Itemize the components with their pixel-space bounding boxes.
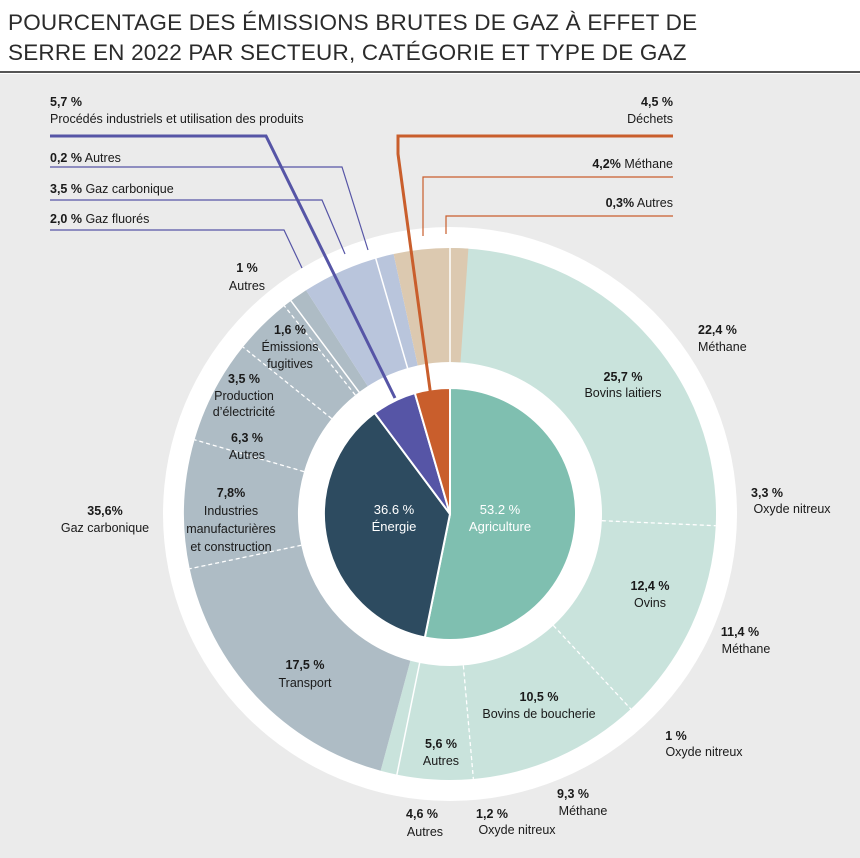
cat-name-transport: Transport — [278, 676, 332, 690]
category-separator — [194, 439, 305, 473]
sector-value-dechets: 4,5 % — [641, 95, 673, 109]
category-separator — [242, 346, 333, 420]
category-separator — [283, 305, 356, 396]
gas-value-oxyde-2: 1 % — [665, 729, 687, 743]
category-slice-bovins-laitiers — [450, 248, 716, 526]
cat-value-energie-autres: 6,3 % — [231, 431, 263, 445]
gas-name-methane-2: Méthane — [722, 642, 771, 656]
sector-separator — [289, 298, 363, 396]
category-slice-bovins-de-boucherie — [463, 625, 631, 779]
category-slice-transport — [189, 545, 411, 771]
sector-name-dechets: Déchets — [627, 112, 673, 126]
cat-name-bovins-boucherie: Bovins de boucherie — [482, 707, 595, 721]
leader-line-procedes-fluores — [50, 229, 303, 269]
cat-value-industries: 7,8% — [217, 486, 246, 500]
gas-value-oxyde-3: 1,2 % — [476, 807, 508, 821]
gas-value-methane-2: 11,4 % — [721, 625, 759, 639]
cat-name-fugitives-2: fugitives — [267, 357, 313, 371]
category-separator — [552, 625, 632, 710]
category-separator — [189, 544, 302, 570]
leader-line-dechets — [396, 134, 673, 398]
sector-value-energie: 36.6 % — [374, 502, 415, 517]
gas-name-methane-1: Méthane — [698, 340, 747, 354]
cat-value-transport: 17,5 % — [286, 658, 325, 672]
gas-name-agri-autres: Autres — [407, 825, 443, 839]
gas-name-oxyde-1: Oxyde nitreux — [753, 502, 831, 516]
gas-procedes-autres: 0,2 % Autres — [50, 151, 121, 165]
cat-name-electricite-1: Production — [214, 389, 274, 403]
category-separator — [601, 520, 716, 527]
inner-ring-sectors — [323, 386, 577, 641]
cat-value-agri-autres: 5,6 % — [425, 737, 457, 751]
cat-name-agri-autres: Autres — [423, 754, 459, 768]
gas-name-oxyde-2: Oxyde nitreux — [665, 745, 743, 759]
gas-value-methane-1: 22,4 % — [698, 323, 737, 337]
sector-slice-energie — [323, 411, 452, 639]
leader-lines — [50, 134, 673, 399]
gas-name-methane-3: Méthane — [559, 804, 608, 818]
sector-name-energie: Énergie — [372, 519, 417, 534]
gas-name-oxyde-3: Oxyde nitreux — [478, 823, 556, 837]
gas-procedes-fluores: 2,0 % Gaz fluorés — [50, 212, 149, 226]
gas-name-carbonique: Gaz carbonique — [61, 521, 149, 535]
gas-procedes-carbonique: 3,5 % Gaz carbonique — [50, 182, 174, 196]
sector-separator — [395, 658, 422, 777]
gas-value-energie-autres: 1 % — [236, 261, 258, 275]
cat-name-electricite-2: d’électricité — [213, 405, 276, 419]
sector-value-procedes: 5,7 % — [50, 95, 82, 109]
cat-value-fugitives: 1,6 % — [274, 323, 306, 337]
category-slice-industries-manufacturieres-et-construction — [183, 439, 305, 569]
cat-value-electricite: 3,5 % — [228, 372, 260, 386]
cat-name-energie-autres: Autres — [229, 448, 265, 462]
category-slice-procedes-industriels-et-utilisation-des-produits — [306, 254, 418, 387]
leader-line-procedes — [50, 134, 397, 399]
cat-name-ovins: Ovins — [634, 596, 666, 610]
sector-slice-agriculture — [423, 386, 577, 641]
leader-line-procedes-carbonique — [50, 199, 346, 255]
title-line-2: SERRE EN 2022 PAR SECTEUR, CATÉGORIE ET … — [8, 40, 687, 65]
cat-value-bovins-boucherie: 10,5 % — [520, 690, 559, 704]
sector-value-agriculture: 53.2 % — [480, 502, 521, 517]
sector-name-procedes: Procédés industriels et utilisation des … — [50, 112, 304, 126]
cat-name-fugitives-1: Émissions — [262, 339, 319, 354]
title-rule — [0, 71, 860, 73]
category-slice-ovins — [553, 520, 716, 710]
gas-value-carbonique: 35,6% — [87, 504, 122, 518]
cat-name-industries-2: manufacturières — [186, 522, 276, 536]
gas-value-agri-autres: 4,6 % — [406, 807, 438, 821]
sector-separator — [374, 256, 410, 373]
category-separator — [462, 665, 475, 780]
cat-value-bovins-laitiers: 25,7 % — [604, 370, 643, 384]
category-slice-autres — [194, 347, 332, 472]
chart-title: POURCENTAGE DES ÉMISSIONS BRUTES DE GAZ … — [8, 8, 848, 68]
sector-slice-dechets — [413, 386, 451, 515]
cat-name-bovins-laitiers: Bovins laitiers — [584, 386, 661, 400]
category-slice-production-d-electricite — [242, 305, 356, 419]
gas-dechets-methane: 4,2% Méthane — [592, 157, 673, 171]
title-line-1: POURCENTAGE DES ÉMISSIONS BRUTES DE GAZ … — [8, 10, 698, 35]
sector-name-agriculture: Agriculture — [469, 519, 531, 534]
gas-value-oxyde-1: 3,3 % — [751, 486, 783, 500]
gas-value-methane-3: 9,3 % — [557, 787, 589, 801]
leader-line-dechets-methane — [422, 176, 673, 236]
leader-line-dechets-autres — [445, 215, 673, 234]
cat-value-ovins: 12,4 % — [631, 579, 670, 593]
cat-name-industries-3: et construction — [190, 540, 271, 554]
gas-dechets-autres: 0,3% Autres — [606, 196, 673, 210]
cat-name-industries-1: Industries — [204, 504, 258, 518]
leader-line-procedes-autres — [50, 166, 369, 251]
gas-name-energie-autres: Autres — [229, 279, 265, 293]
category-slice-emissions-fugitives — [284, 290, 368, 396]
category-slice-autres — [380, 660, 474, 780]
